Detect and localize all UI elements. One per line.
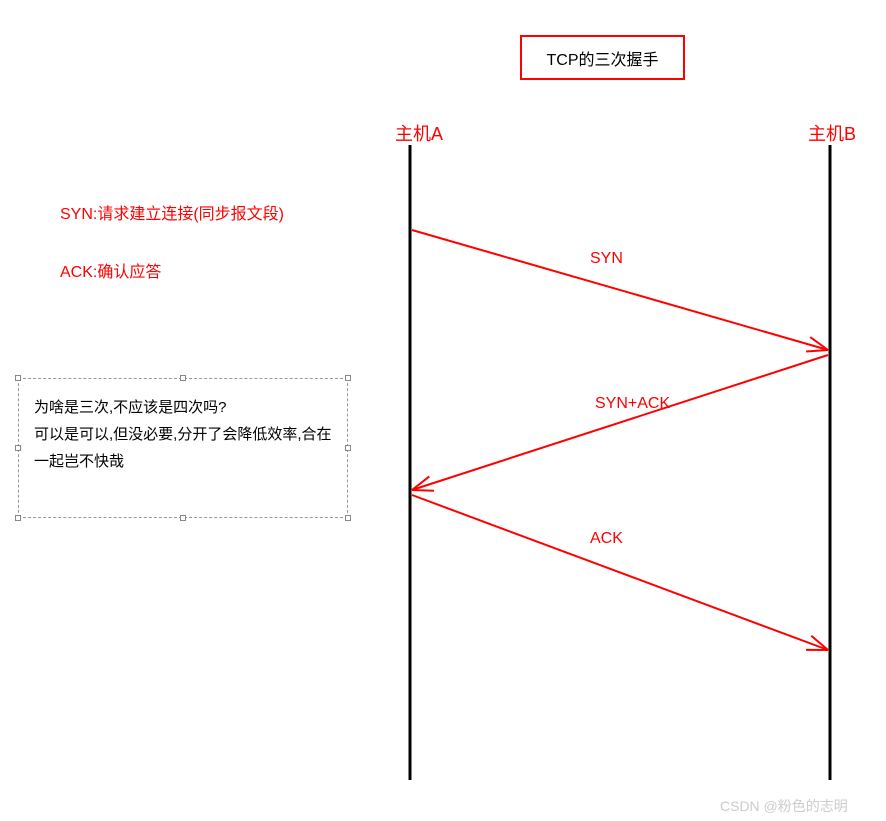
watermark-text: CSDN @粉色的志明 (720, 796, 848, 816)
arrow-ack (412, 495, 828, 650)
sequence-diagram-svg (0, 0, 886, 821)
arrow-synack (412, 355, 828, 491)
arrow-syn (412, 230, 828, 352)
